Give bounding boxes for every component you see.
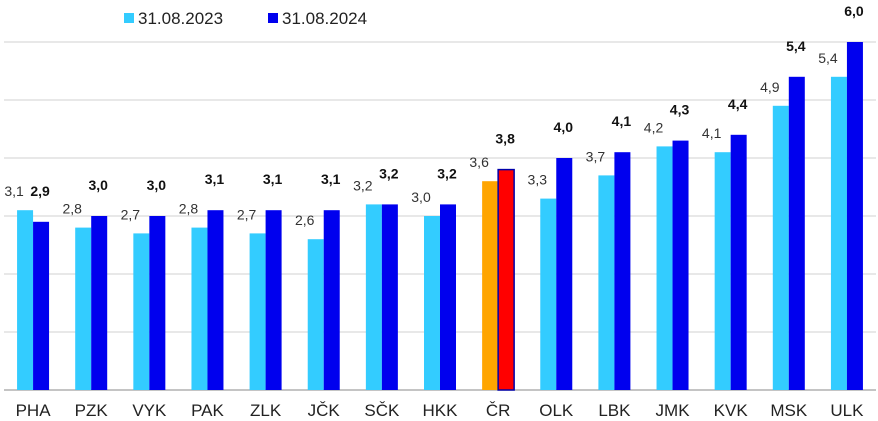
data-label-2024-PAK: 3,1 <box>205 171 225 187</box>
bar-2023-PZK <box>75 227 92 390</box>
data-label-2023-JČK: 2,6 <box>295 212 315 228</box>
bar-2023-LBK <box>598 175 615 390</box>
x-tick-label-MSK: MSK <box>770 401 808 420</box>
x-tick-label-VYK: VYK <box>132 401 167 420</box>
bar-2024-ČR <box>497 168 515 391</box>
data-label-2024-HKK: 3,2 <box>437 165 457 181</box>
x-tick-label-ULK: ULK <box>830 401 864 420</box>
data-label-2023-PHA: 3,1 <box>4 183 24 199</box>
legend-swatch-2023 <box>124 13 134 23</box>
data-label-2024-LBK: 4,1 <box>612 113 632 129</box>
bar-2023-PHA <box>17 210 34 390</box>
bar-2023-JMK <box>656 146 673 390</box>
legend-label-2024: 31.08.2024 <box>282 9 367 28</box>
bar-2023-KVK <box>714 152 731 390</box>
data-label-2024-ZLK: 3,1 <box>263 171 283 187</box>
legend-swatch-2024 <box>268 13 278 23</box>
bar-2023-MSK <box>772 105 789 391</box>
data-label-2024-ULK: 6,0 <box>844 3 864 19</box>
bar-2023-PAK <box>191 227 208 390</box>
bar-2024-MSK <box>788 76 805 391</box>
data-label-2024-ČR: 3,8 <box>495 131 515 147</box>
data-label-2023-LBK: 3,7 <box>586 148 606 164</box>
bar-2024-ZLK <box>265 210 282 390</box>
bar-2023-JČK <box>307 239 324 390</box>
legend-label-2023: 31.08.2023 <box>138 9 223 28</box>
data-label-2024-MSK: 5,4 <box>786 38 806 54</box>
data-label-2023-SČK: 3,2 <box>353 177 373 193</box>
data-label-2023-ČR: 3,6 <box>469 154 489 170</box>
bar-2023-OLK <box>540 198 557 390</box>
bar-2023-ČR <box>482 181 499 390</box>
bar-2024-SČK <box>381 204 398 390</box>
x-tick-label-JMK: JMK <box>656 401 691 420</box>
data-label-2023-HKK: 3,0 <box>411 189 431 205</box>
x-tick-label-PHA: PHA <box>16 401 52 420</box>
x-tick-label-HKK: HKK <box>423 401 459 420</box>
data-label-2024-PZK: 3,0 <box>88 177 108 193</box>
x-tick-label-JČK: JČK <box>308 401 341 420</box>
data-label-2023-ZLK: 2,7 <box>237 206 257 222</box>
bar-2024-PHA <box>33 221 50 390</box>
bar-2024-PZK <box>91 216 108 390</box>
data-label-2023-PZK: 2,8 <box>62 201 82 217</box>
data-label-2023-KVK: 4,1 <box>702 125 722 141</box>
data-label-2023-VYK: 2,7 <box>121 206 141 222</box>
bar-2023-SČK <box>365 204 382 390</box>
bar-2023-ZLK <box>249 233 266 390</box>
x-tick-label-ČR: ČR <box>486 401 511 420</box>
bar-2024-HKK <box>440 204 456 390</box>
data-label-2024-JČK: 3,1 <box>321 171 341 187</box>
data-label-2023-OLK: 3,3 <box>528 172 548 188</box>
x-tick-label-KVK: KVK <box>714 401 749 420</box>
data-label-2023-PAK: 2,8 <box>179 201 199 217</box>
bar-2024-VYK <box>149 216 166 390</box>
bars <box>17 42 863 391</box>
bar-2023-HKK <box>424 216 440 390</box>
data-label-2023-ULK: 5,4 <box>818 50 838 66</box>
bar-2024-KVK <box>730 134 747 390</box>
data-label-2024-KVK: 4,4 <box>728 96 748 112</box>
bar-2024-JČK <box>323 210 340 390</box>
data-label-2024-PHA: 2,9 <box>30 183 50 199</box>
data-label-2024-JMK: 4,3 <box>670 102 690 118</box>
x-tick-label-PAK: PAK <box>191 401 224 420</box>
bar-2024-LBK <box>614 152 631 390</box>
bar-2024-OLK <box>556 158 573 390</box>
x-tick-label-LBK: LBK <box>598 401 631 420</box>
legend: 31.08.2023 31.08.2024 <box>124 9 367 28</box>
data-label-2024-SČK: 3,2 <box>379 165 399 181</box>
bar-2023-VYK <box>133 233 150 390</box>
bar-2023-ULK <box>830 76 847 391</box>
bar-2024-JMK <box>672 140 689 390</box>
data-labels: 3,1 2,9 2,8 3,0 2,7 3,0 2,8 3,1 2,7 3,1 2,6 3,1 3,2 3… <box>4 3 864 228</box>
bar-2024-PAK <box>207 210 224 390</box>
x-tick-label-PZK: PZK <box>75 401 109 420</box>
x-tick-label-SČK: SČK <box>364 401 400 420</box>
data-label-2023-JMK: 4,2 <box>644 119 664 135</box>
data-label-2024-VYK: 3,0 <box>147 177 167 193</box>
bar-2024-ULK <box>846 42 863 390</box>
x-tick-label-OLK: OLK <box>539 401 574 420</box>
data-label-2024-OLK: 4,0 <box>554 119 574 135</box>
x-axis-tick-labels: PHA PZK VYK PAK ZLK JČK SČK HKK ČR OLK LBK JMK KVK MS… <box>16 401 865 420</box>
x-tick-label-ZLK: ZLK <box>250 401 282 420</box>
data-label-2023-MSK: 4,9 <box>760 79 780 95</box>
